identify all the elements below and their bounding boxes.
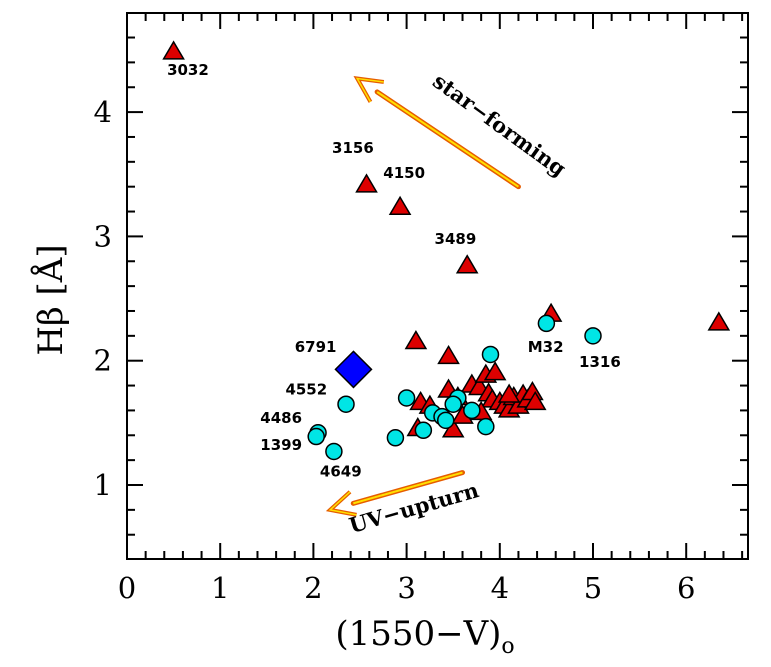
point-label: 4486 [260,409,302,427]
triangle-marker [483,361,507,381]
arrow-label: star−forming [428,68,571,181]
arrow-shaft-highlight [376,91,519,188]
triangle-marker [455,254,479,274]
triangle-marker [388,195,412,216]
point-label: 3156 [332,139,374,157]
y-tick-label: 1 [94,468,112,502]
y-axis-title: Hβ [Å] [30,244,71,355]
x-axis-title-subscript: o [501,634,514,659]
x-axis-title: (1550−V)o [335,614,514,659]
circle-marker [477,417,495,436]
point-label: 1399 [260,436,302,454]
point-label: 4649 [320,462,362,480]
x-tick-label: 0 [118,571,136,605]
circle-marker [414,421,433,440]
point-label: 4150 [383,164,425,182]
circle-marker [325,442,343,461]
circle-marker [436,411,455,430]
triangle-marker [497,383,521,403]
circle-marker [386,429,405,447]
axis-tick-labels: 0 1 2 3 4 5 6 1 2 3 4 [94,95,696,605]
data-points [162,40,731,461]
circle-marker [537,314,556,333]
triangle-marker [437,344,460,365]
y-tick-label: 4 [94,95,112,129]
point-label: 4552 [285,380,327,398]
point-label: 1316 [579,353,621,371]
arrow: UV−upturn [325,470,481,538]
point-label: 6791 [295,338,337,356]
arrow-head-highlight [328,491,357,516]
circle-marker [584,327,602,345]
point-labels: 3032 3156 4150 3489 6791 4552 4486 1399 4649 M32 1… [167,61,621,480]
arrow-head-highlight [355,77,384,103]
triangle-marker [523,390,547,411]
x-tick-label: 6 [677,571,695,605]
circle-marker [337,395,355,413]
triangle-marker [404,330,428,350]
circle-marker [307,427,325,446]
circle-marker [463,401,481,420]
point-label: M32 [528,338,564,356]
x-tick-label: 2 [304,571,322,605]
x-tick-label: 4 [491,571,509,605]
x-tick-label: 5 [584,571,602,605]
y-tick-label: 3 [94,219,112,253]
circle-marker [397,389,416,407]
point-label: 3489 [435,230,477,248]
triangle-marker [162,40,185,60]
triangle-marker [707,311,731,331]
arrow-shaft-highlight [353,471,463,505]
x-tick-label: 3 [397,571,415,605]
circle-marker [444,395,462,413]
point-label: 3032 [167,61,209,79]
x-tick-label: 1 [211,571,229,605]
axis-ticks [126,13,748,559]
diamond-marker [334,350,373,389]
y-tick-label: 2 [94,344,112,378]
circle-marker [481,345,500,364]
triangle-marker [355,173,378,193]
